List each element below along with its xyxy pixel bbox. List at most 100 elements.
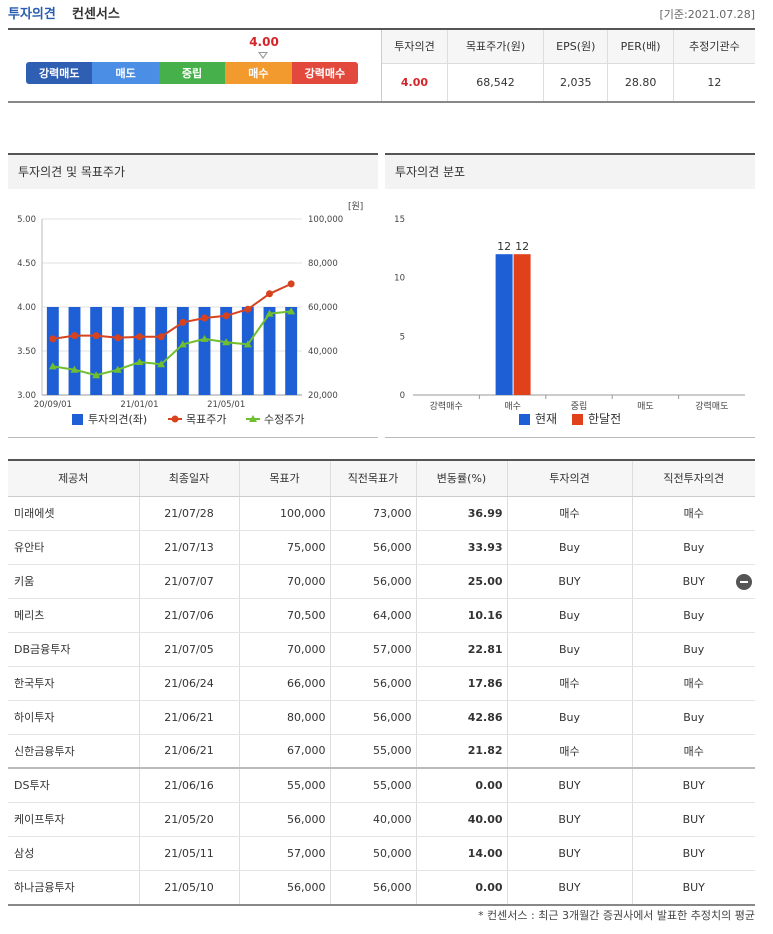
- table-row[interactable]: 하이투자 21/06/21 80,000 56,000 42.86 Buy Buy: [8, 700, 755, 735]
- column-header: 최종일자: [139, 461, 240, 497]
- y-right-tick: 40,000: [308, 347, 338, 357]
- target-price-point: [179, 318, 187, 326]
- table-row[interactable]: 삼성 21/05/11 57,000 50,000 14.00 BUY BUY: [8, 836, 755, 871]
- category-label: 강력매수: [430, 400, 463, 412]
- legend-label: 목표주가: [186, 413, 226, 426]
- target-price-point: [244, 305, 252, 313]
- column-header: 목표가: [239, 461, 331, 497]
- category-label: 중립: [571, 401, 588, 412]
- table-row[interactable]: 신한금융투자 21/06/21 67,000 55,000 21.82 매수 매수: [8, 734, 755, 769]
- adjusted-price-point: [48, 362, 57, 370]
- summary-value: 12: [707, 75, 722, 89]
- table-cell: 21/06/24: [139, 666, 240, 701]
- adjusted-price-point: [222, 338, 231, 346]
- table-cell: 매수: [507, 496, 633, 531]
- table-cell: 0.00: [416, 870, 508, 904]
- table-cell: 미래에셋: [8, 496, 140, 531]
- target-price-point: [114, 334, 122, 342]
- table-cell: Buy: [632, 700, 755, 735]
- table-cell: 42.86: [416, 700, 508, 735]
- adjusted-price-point: [135, 358, 144, 365]
- table-cell: 17.86: [416, 666, 508, 701]
- table-row[interactable]: 하나금융투자 21/05/10 56,000 56,000 0.00 BUY BUY: [8, 870, 755, 904]
- panel-title: 투자의견 및 목표주가: [8, 155, 378, 189]
- table-cell: 21/05/20: [139, 802, 240, 837]
- table-row[interactable]: 메리츠 21/07/06 70,500 64,000 10.16 Buy Buy: [8, 598, 755, 633]
- opinion-scale-1: 매도: [92, 62, 159, 84]
- table-cell: 55,000: [330, 767, 417, 803]
- table-cell: 33.93: [416, 530, 508, 565]
- opinion-bar: [133, 307, 146, 395]
- opinion-bar: [220, 307, 233, 395]
- opinion-target-price-chart: 5.00 4.50 4.00 3.50 3.00 100,000 80,000 60,000 4…: [17, 201, 363, 426]
- table-cell: 21/06/16: [139, 767, 240, 803]
- table-cell: 36.99: [416, 496, 508, 531]
- table-cell: BUY: [632, 564, 755, 599]
- legend-swatch: [72, 414, 83, 425]
- table-cell: 21/07/28: [139, 496, 240, 531]
- y-right-unit: [원]: [348, 201, 363, 212]
- legend-swatch: [519, 414, 530, 425]
- table-cell: Buy: [507, 530, 633, 565]
- table-cell: Buy: [632, 598, 755, 633]
- category-label: 매수: [504, 401, 521, 412]
- summary-value: 2,035: [543, 63, 609, 101]
- table-row[interactable]: 키움 21/07/07 70,000 56,000 25.00 BUY BUY: [8, 564, 755, 599]
- target-price-point: [136, 333, 143, 341]
- opinion-target-price-panel: 투자의견 및 목표주가 5.00 4.50 4.00 3.50 3.00 100,000 8…: [8, 153, 378, 438]
- broker-estimates-table: 제공처 최종일자 목표가 직전목표가 변동률(%) 투자의견 직전투자의견 미래에셋 21/0…: [8, 459, 755, 906]
- table-cell: 70,500: [239, 598, 331, 633]
- table-cell: 매수: [632, 496, 755, 531]
- table-cell: BUY: [632, 802, 755, 837]
- table-cell: Buy: [507, 632, 633, 667]
- summary-table: 투자의견 목표주가(원) EPS(원) PER(배) 추정기관수 4.00 68,542 2…: [381, 30, 755, 101]
- table-cell: BUY: [507, 870, 633, 904]
- summary-value: 68,542: [447, 63, 545, 101]
- table-cell: 40,000: [330, 802, 417, 837]
- summary-value: 28.80: [607, 63, 674, 101]
- page-title: 투자의견: [8, 7, 56, 22]
- opinion-scale-0: 강력매도: [26, 62, 93, 84]
- column-header: 제공처: [8, 461, 140, 497]
- summary-value: 4.00: [382, 63, 448, 101]
- table-cell: 21/05/11: [139, 836, 240, 871]
- opinion-scale-2: 중립: [158, 62, 226, 84]
- y-right-tick: 100,000: [308, 215, 343, 225]
- opinion-bar: [241, 307, 254, 395]
- target-price-point: [157, 333, 165, 341]
- opinion-scale-3: 매수: [225, 62, 292, 84]
- table-cell: 56,000: [330, 870, 417, 904]
- category-label: 강력매도: [695, 400, 728, 412]
- table-cell: 매수: [632, 666, 755, 701]
- table-row[interactable]: 유안타 21/07/13 75,000 56,000 33.93 Buy Buy: [8, 530, 755, 565]
- table-row[interactable]: 한국투자 21/06/24 66,000 56,000 17.86 매수 매수: [8, 666, 755, 701]
- table-cell: BUY: [632, 767, 755, 803]
- table-cell: 70,000: [239, 564, 331, 599]
- table-cell: 21/06/21: [139, 734, 240, 769]
- opinion-bar: [176, 307, 189, 395]
- table-row[interactable]: 미래에셋 21/07/28 100,000 73,000 36.99 매수 매수: [8, 496, 755, 531]
- series-line: [52, 310, 292, 377]
- collapse-minus-icon[interactable]: [736, 574, 752, 590]
- y-left-tick: 5.00: [17, 215, 36, 225]
- legend-marker: [171, 415, 179, 423]
- table-cell: 50,000: [330, 836, 417, 871]
- summary-header: PER(배): [607, 30, 674, 64]
- table-cell: BUY: [632, 836, 755, 871]
- table-row[interactable]: DS투자 21/06/16 55,000 55,000 0.00 BUY BUY: [8, 767, 755, 803]
- table-cell: Buy: [632, 530, 755, 565]
- opinion-bar: [198, 307, 211, 395]
- table-cell: 56,000: [330, 564, 417, 599]
- table-cell: 56,000: [239, 802, 331, 837]
- target-price-point: [49, 335, 57, 343]
- bar-value-label: 12: [515, 240, 529, 253]
- table-cell: 키움: [8, 564, 140, 599]
- y-right-tick: 80,000: [308, 259, 338, 269]
- target-price-point: [201, 314, 208, 322]
- column-header: 변동률(%): [416, 461, 508, 497]
- table-row[interactable]: DB금융투자 21/07/05 70,000 57,000 22.81 Buy Buy: [8, 632, 755, 667]
- summary-header: EPS(원): [543, 30, 609, 64]
- legend-label: 현재: [535, 412, 557, 426]
- table-row[interactable]: 케이프투자 21/05/20 56,000 40,000 40.00 BUY BUY: [8, 802, 755, 837]
- table-cell: 55,000: [330, 734, 417, 769]
